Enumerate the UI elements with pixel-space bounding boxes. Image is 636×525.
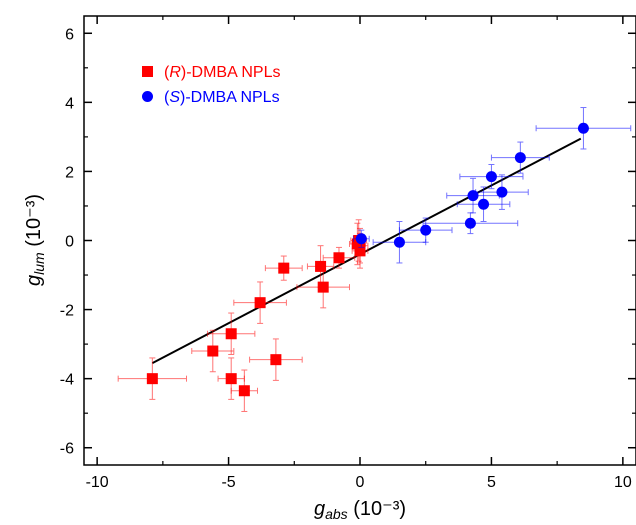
- y-tick-label: 6: [65, 26, 74, 43]
- y-axis-label: glum (10⁻³): [23, 194, 47, 286]
- y-tick-label: -2: [60, 303, 74, 320]
- series-s-dmba: [352, 107, 632, 264]
- y-tick-label: -6: [60, 441, 74, 458]
- data-point-square: [317, 281, 329, 293]
- y-tick-label: 4: [65, 95, 74, 112]
- data-point-square: [354, 240, 366, 252]
- x-tick-label: -10: [86, 474, 109, 491]
- data-point-circle: [393, 236, 405, 248]
- data-point-square: [238, 385, 250, 397]
- series-r-dmba: [117, 219, 369, 412]
- axis-ticks: [84, 16, 636, 465]
- data-points: [117, 107, 632, 412]
- data-point-circle: [514, 152, 526, 164]
- x-axis-label: gabs (10⁻³): [314, 498, 406, 522]
- data-point-square: [254, 297, 266, 309]
- data-point-square: [270, 354, 282, 366]
- x-tick-label: 10: [614, 474, 632, 491]
- data-point-circle: [577, 122, 589, 134]
- data-point-square: [146, 373, 158, 385]
- data-point-square: [207, 345, 219, 357]
- data-point-square: [225, 373, 237, 385]
- x-tick-label: -5: [221, 474, 235, 491]
- legend-marker-s: [142, 91, 153, 102]
- data-point-circle: [485, 171, 497, 183]
- data-point-square: [333, 252, 345, 264]
- data-point-square: [225, 328, 237, 340]
- data-point-circle: [464, 217, 476, 229]
- x-tick-label: 0: [356, 474, 365, 491]
- y-tick-label: 0: [65, 234, 74, 251]
- legend: (R)-DMBA NPLs (S)-DMBA NPLs: [142, 64, 280, 106]
- x-tick-label: 5: [487, 474, 496, 491]
- y-tick-label: -4: [60, 372, 74, 389]
- tick-labels: -10 -5 0 5 10 -6 -4 -2 0 2 4 6: [60, 26, 632, 491]
- y-tick-label: 2: [65, 164, 74, 181]
- data-point-square: [278, 262, 290, 274]
- data-point-circle: [420, 224, 432, 236]
- data-point-circle: [478, 198, 490, 210]
- data-point-circle: [496, 186, 508, 198]
- data-point-circle: [355, 233, 367, 245]
- legend-label-r: (R)-DMBA NPLs: [164, 64, 280, 81]
- legend-marker-r: [142, 66, 153, 77]
- legend-label-s: (S)-DMBA NPLs: [164, 89, 280, 106]
